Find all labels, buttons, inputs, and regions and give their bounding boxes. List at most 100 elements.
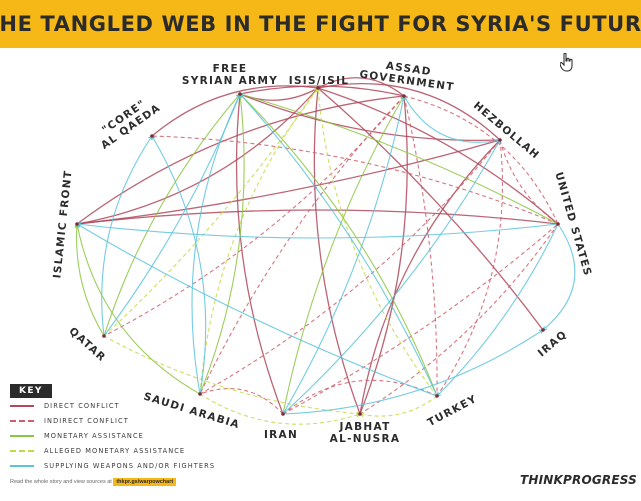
edge-direct-islamic_front-hezbollah — [76, 139, 501, 225]
edge-monetary-iran-assad — [282, 95, 405, 415]
edge-indirect-turkey-iran — [282, 379, 438, 415]
node-label-isis: ISIS/ISIL — [289, 75, 350, 87]
node-label-line-isis-0: ISIS/ISIL — [289, 75, 350, 87]
edge-indirect-hezbollah-us — [499, 139, 559, 225]
edge-direct-fsa-iran — [235, 93, 284, 415]
edge-weapons-iran-assad — [282, 95, 405, 415]
edge-alleged-turkey-isis — [317, 87, 438, 397]
node-label-assad: ASSADGOVERNMENT — [359, 56, 457, 93]
edge-direct-isis-islamic_front — [76, 87, 319, 225]
key-label-monetary-assistance: MONETARY ASSISTANCE — [44, 431, 144, 440]
edge-weapons-saudi-core_aq — [151, 135, 207, 395]
edge-indirect-iran-saudi — [199, 388, 284, 415]
edge-direct-nusra-hezbollah — [359, 139, 501, 415]
edge-direct-isis-us — [317, 87, 559, 225]
edge-direct-nusra-assad — [359, 95, 408, 415]
edge-direct-isis-assad — [317, 77, 405, 97]
edge-indirect-hezbollah-turkey — [436, 139, 503, 397]
node-label-nusra: JABHAT AL-NUSRA — [330, 421, 401, 445]
key-item-indirect-conflict: INDIRECT CONFLICT — [10, 413, 270, 428]
node-dot-nusra — [358, 412, 362, 416]
edge-alleged-saudi-isis — [199, 87, 319, 395]
edge-weapons-qatar-core_aq — [101, 135, 153, 337]
relationship-web-diagram: FREE SYRIAN ARMY ISIS/ISILASSADGOVERNMENTH… — [51, 56, 593, 445]
node-dot-turkey — [435, 394, 439, 398]
swatch-indirect-conflict — [10, 419, 34, 422]
edge-monetary-qatar-islamic_front — [76, 223, 105, 337]
edge-alleged-qatar-isis — [103, 87, 319, 337]
edge-indirect-us-core_aq — [151, 135, 559, 225]
edge-direct-fsa-assad — [239, 85, 405, 97]
node-dot-isis — [316, 86, 320, 90]
node-label-line-iraq-0: IRAQ — [536, 328, 570, 359]
node-dot-core_aq — [150, 134, 154, 138]
node-dot-saudi — [198, 392, 202, 396]
footer-url-link[interactable]: thkpr.gs/warpowchart — [113, 478, 177, 486]
key-title: KEY — [10, 384, 52, 398]
key-label-supplying-weapons: SUPPLYING WEAPONS AND/OR FIGHTERS — [44, 461, 216, 470]
node-dot-iran — [281, 412, 285, 416]
edge-monetary-saudi-fsa — [199, 93, 245, 395]
edge-direct-islamic_front-assad — [76, 95, 405, 225]
key-item-monetary-assistance: MONETARY ASSISTANCE — [10, 428, 270, 443]
node-label-iraq: IRAQ — [536, 328, 570, 359]
node-label-line-qatar-0: QATAR — [66, 325, 108, 364]
edge-monetary-turkey-fsa — [239, 93, 438, 397]
node-dot-hezbollah — [498, 138, 502, 142]
key-label-alleged-monetary: ALLEGED MONETARY ASSISTANCE — [44, 446, 186, 455]
edge-indirect-iran-us — [282, 223, 559, 415]
edge-alleged-qatar-nusra — [103, 335, 361, 415]
chart-title: THE TANGLED WEB IN THE FIGHT FOR SYRIA'S… — [0, 12, 641, 36]
edge-direct-isis-iraq — [317, 87, 544, 331]
node-label-line-islamic_front-0: ISLAMIC FRONT — [51, 169, 74, 279]
edge-indirect-us-nusra — [359, 223, 559, 415]
footer-note: Read the whole story and view sources at… — [10, 478, 177, 486]
key-label-indirect-conflict: INDIRECT CONFLICT — [44, 416, 129, 425]
edge-weapons-us-islamic_front — [76, 223, 559, 239]
swatch-direct-conflict — [10, 404, 34, 407]
edge-monetary-us-fsa — [239, 93, 559, 225]
swatch-monetary-assistance — [10, 434, 34, 437]
edge-weapons-hezbollah-assad — [403, 95, 501, 143]
title-banner: THE TANGLED WEB IN THE FIGHT FOR SYRIA'S… — [0, 0, 641, 48]
edge-direct-isis-hezbollah — [317, 82, 501, 141]
node-label-line-iran-0: IRAN — [264, 429, 298, 441]
edge-monetary-saudi-islamic_front — [76, 223, 201, 395]
node-label-iran: IRAN — [264, 429, 298, 441]
key-label-direct-conflict: DIRECT CONFLICT — [44, 401, 120, 410]
edge-weapons-iran-iraq — [282, 329, 544, 415]
legend-key: KEY DIRECT CONFLICT INDIRECT CONFLICT MO… — [10, 380, 270, 473]
node-label-fsa: FREE SYRIAN ARMY — [182, 63, 278, 87]
edge-direct-fsa-hezbollah — [239, 93, 501, 141]
node-label-core_aq: "CORE"AL QAEDA — [92, 92, 163, 152]
edge-direct-islamic_front-us — [76, 209, 559, 225]
thinkprogress-logo: THINKPROGRESS — [520, 473, 638, 487]
node-dot-qatar — [102, 334, 106, 338]
edge-weapons-turkey-fsa — [239, 93, 438, 397]
node-label-line-nusra-0: JABHAT — [338, 421, 390, 433]
key-item-supplying-weapons: SUPPLYING WEAPONS AND/OR FIGHTERS — [10, 458, 270, 473]
edges-layer — [74, 77, 576, 425]
edge-indirect-hezbollah-saudi — [199, 139, 501, 395]
footer-text: Read the whole story and view sources at — [10, 479, 112, 485]
edge-weapons-turkey-islamic_front — [76, 223, 438, 397]
node-label-line-nusra-1: AL-NUSRA — [330, 433, 401, 445]
node-dot-us — [556, 222, 560, 226]
node-label-line-fsa-0: FREE — [213, 63, 248, 75]
swatch-alleged-monetary — [10, 449, 34, 452]
node-label-islamic_front: ISLAMIC FRONT — [51, 169, 74, 279]
swatch-supplying-weapons — [10, 464, 34, 467]
key-item-alleged-monetary: ALLEGED MONETARY ASSISTANCE — [10, 443, 270, 458]
node-dot-iraq — [541, 328, 545, 332]
hand-cursor-icon — [560, 53, 573, 72]
edge-weapons-qatar-fsa — [103, 93, 241, 337]
edge-indirect-assad-qatar — [103, 95, 405, 337]
node-label-qatar: QATAR — [66, 325, 108, 364]
node-dot-fsa — [238, 92, 242, 96]
edge-direct-isis-nusra — [313, 87, 361, 415]
node-label-line-fsa-1: SYRIAN ARMY — [182, 75, 278, 87]
key-item-direct-conflict: DIRECT CONFLICT — [10, 398, 270, 413]
node-dot-islamic_front — [75, 222, 79, 226]
edge-monetary-qatar-fsa — [103, 93, 241, 337]
node-dot-assad — [402, 94, 406, 98]
